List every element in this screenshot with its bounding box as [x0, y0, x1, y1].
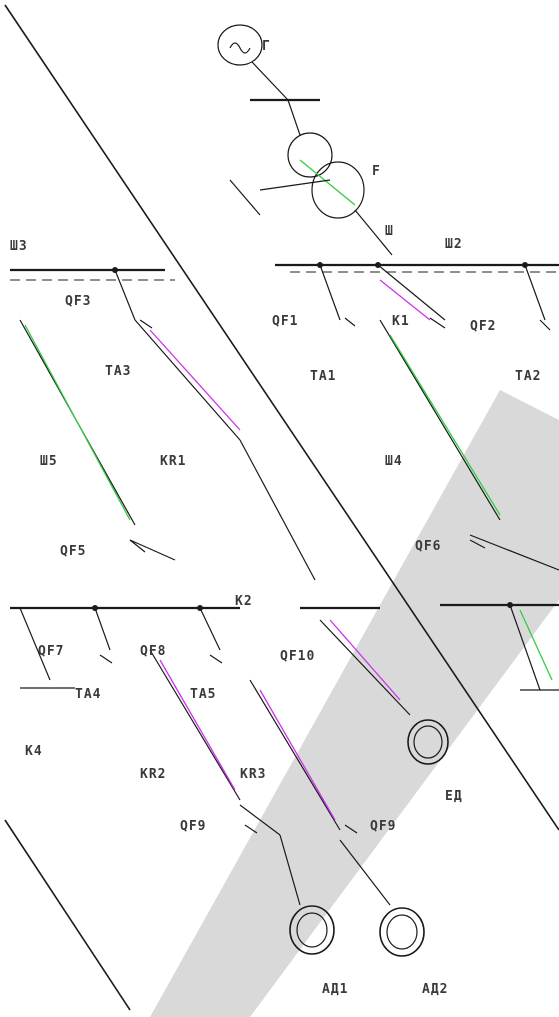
kr2-line — [149, 649, 241, 801]
label-k1: K1 — [392, 314, 410, 329]
label-qf9: QF9 — [180, 819, 206, 834]
label-bus-2: Ш2 — [445, 237, 463, 252]
transformer-coil-1 — [287, 132, 333, 178]
label-qf2: QF2 — [470, 319, 496, 334]
feeder-main — [379, 319, 501, 521]
qf7-drop — [94, 607, 111, 651]
border-line-top — [4, 4, 559, 831]
qf2-line — [524, 264, 546, 321]
qf6-line — [469, 534, 559, 571]
qf7-line — [19, 607, 51, 681]
label-bus-right: Ш4 — [385, 454, 403, 469]
label-qf3: QF3 — [65, 294, 91, 309]
label-qf8: QF8 — [140, 644, 166, 659]
qf8-drop — [199, 607, 221, 651]
watermark — [150, 390, 559, 1017]
label-k2: K2 — [235, 594, 253, 609]
trafo-ground — [229, 179, 261, 216]
label-ta2: TA2 — [515, 369, 541, 384]
label-qf6: QF6 — [415, 539, 441, 554]
transformer-coil-2 — [311, 161, 365, 219]
generator-wave-icon — [229, 42, 251, 54]
qf9-line — [239, 804, 281, 836]
ed-feeder — [319, 619, 411, 716]
motor-ad1-symbol — [289, 905, 335, 955]
trafo-to-bus — [354, 209, 393, 256]
label-qf10: QF10 — [280, 649, 315, 664]
label-ad1: АД1 — [322, 982, 348, 997]
label-bus-t: Ш — [385, 224, 394, 239]
label-k4: K4 — [25, 744, 43, 759]
label-ed: ЕД — [445, 789, 463, 804]
label-qf1: QF1 — [272, 314, 298, 329]
label-ta4: TA4 — [75, 687, 101, 702]
label-kr1: KR1 — [160, 454, 186, 469]
label-qf5: QF5 — [60, 544, 86, 559]
qf3-line — [114, 269, 136, 321]
label-qf9b: QF9 — [370, 819, 396, 834]
right-drop — [509, 604, 541, 691]
label-ta1: TA1 — [310, 369, 336, 384]
ad2-feeder — [339, 839, 391, 906]
border-line-bottom — [4, 819, 131, 1011]
switch-marks — [99, 317, 551, 834]
qf1-line — [319, 264, 341, 321]
motor-ed-symbol — [407, 719, 449, 765]
ad1-feeder — [279, 834, 301, 906]
label-ta5: TA5 — [190, 687, 216, 702]
trafo-tap — [259, 179, 331, 191]
k1-line — [377, 264, 446, 321]
qf3-branch — [134, 319, 241, 441]
qf5-line — [129, 539, 176, 561]
kr3-line — [249, 679, 341, 831]
label-bus-3: Ш3 — [10, 239, 28, 254]
label-transformer: F — [372, 164, 381, 179]
motor-ad2-symbol — [379, 907, 425, 957]
label-kr2: KR2 — [140, 767, 166, 782]
label-ta3: TA3 — [105, 364, 131, 379]
generator-lead — [251, 61, 289, 101]
label-bus-left: Ш5 — [40, 454, 58, 469]
label-generator: Г — [262, 39, 271, 54]
label-kr3: KR3 — [240, 767, 266, 782]
kr1-line — [239, 439, 316, 581]
label-ad2: АД2 — [422, 982, 448, 997]
label-qf7: QF7 — [38, 644, 64, 659]
gen-to-trafo — [287, 99, 301, 136]
generator-symbol — [217, 24, 263, 66]
